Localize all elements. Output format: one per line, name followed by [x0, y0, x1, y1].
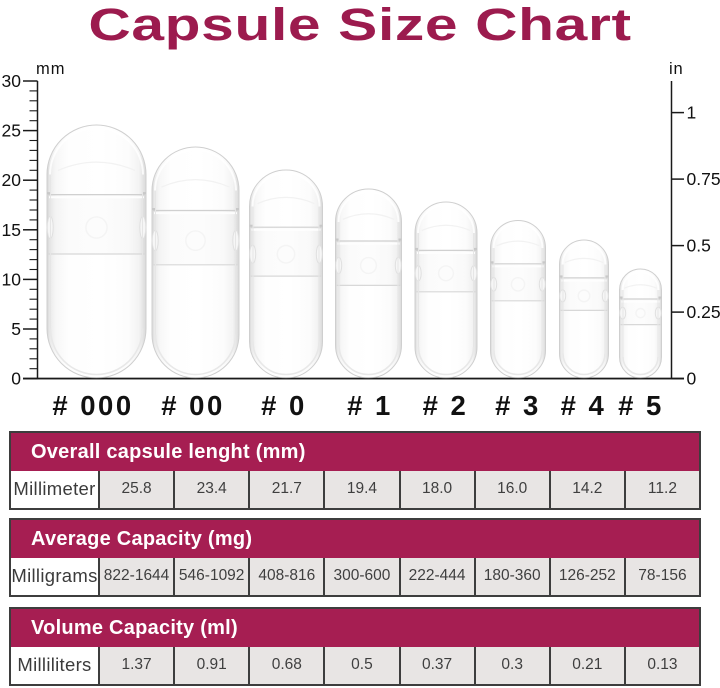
svg-text:0.25: 0.25 [687, 302, 720, 322]
svg-text:# 5: # 5 [618, 390, 664, 421]
svg-text:20: 20 [2, 170, 22, 190]
svg-text:0: 0 [11, 369, 21, 389]
svg-text:# 1: # 1 [347, 390, 393, 421]
svg-text:25: 25 [2, 121, 21, 141]
svg-text:0.5: 0.5 [687, 236, 711, 256]
svg-text:5: 5 [11, 319, 21, 339]
svg-text:# 0: # 0 [261, 390, 307, 421]
svg-text:1: 1 [687, 103, 697, 123]
svg-text:# 4: # 4 [561, 390, 607, 421]
svg-text:10: 10 [2, 269, 22, 289]
svg-text:# 3: # 3 [495, 390, 541, 421]
svg-text:# 00: # 00 [161, 390, 225, 421]
svg-text:0.75: 0.75 [687, 169, 720, 189]
svg-text:15: 15 [2, 220, 21, 240]
svg-text:# 000: # 000 [52, 390, 133, 421]
svg-text:30: 30 [2, 71, 22, 91]
svg-text:# 2: # 2 [423, 390, 469, 421]
svg-text:0: 0 [687, 369, 697, 389]
svg-text:in: in [669, 60, 683, 78]
svg-text:mm: mm [36, 60, 66, 78]
